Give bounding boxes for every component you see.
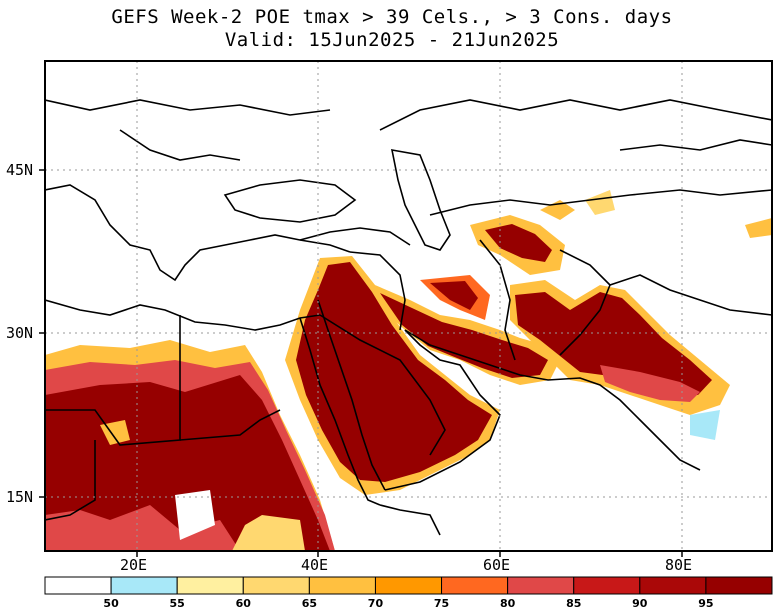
coast-caspian xyxy=(390,149,451,251)
colorbar-swatch xyxy=(639,576,707,595)
shading-pakistan-core xyxy=(515,292,712,395)
coast-red-sea-east xyxy=(317,299,386,491)
lon-label-60e: 60E xyxy=(483,556,511,574)
shading-iran-central-core xyxy=(430,281,478,310)
colorbar-label: 70 xyxy=(368,597,384,610)
map-title-line2: Valid: 15Jun2025 - 21Jun2025 xyxy=(224,29,560,51)
shading-sudan-south xyxy=(232,515,305,551)
colorbar-swatch xyxy=(176,576,244,595)
colorbar-swatch xyxy=(507,576,575,595)
colorbar-label: 55 xyxy=(170,597,185,610)
coast-gulf xyxy=(404,329,701,471)
border-europe-2 xyxy=(119,129,241,161)
border-afgh-pak xyxy=(559,249,611,356)
border-turkey xyxy=(299,227,411,246)
shading-pakistan-mid xyxy=(600,365,700,402)
colorbar-swatch xyxy=(441,576,509,595)
map-title-line1: GEFS Week-2 POE tmax > 39 Cels., > 3 Con… xyxy=(111,6,673,28)
border-europe-1 xyxy=(45,99,331,116)
colorbar-swatch xyxy=(110,576,178,595)
border-iran-afgh xyxy=(479,239,516,361)
border-africa-1 xyxy=(45,315,181,446)
shading-turkmen-core xyxy=(485,224,552,262)
colorbar-label: 90 xyxy=(632,597,648,610)
coast-black-sea xyxy=(223,179,357,223)
lon-label-20e: 20E xyxy=(120,556,148,574)
lon-label-80e: 80E xyxy=(665,556,693,574)
graticule xyxy=(45,61,772,551)
colorbar-label: 65 xyxy=(302,597,317,610)
border-india xyxy=(609,274,772,316)
colorbar-label: 75 xyxy=(434,597,449,610)
colorbar-label: 95 xyxy=(698,597,713,610)
lat-label-30: 30N xyxy=(6,324,34,342)
coast-arabia xyxy=(384,329,501,491)
border-central-asia xyxy=(379,99,772,131)
border-iraq xyxy=(349,251,406,331)
border-mongolia xyxy=(619,139,772,151)
shading-africa-core xyxy=(45,375,330,551)
lon-label-40e: 40E xyxy=(301,556,329,574)
lat-label-45: 45N xyxy=(6,161,34,179)
coast-red-sea xyxy=(299,317,381,506)
colorbar-label: 85 xyxy=(566,597,581,610)
border-kazakh-south xyxy=(429,189,772,216)
coast-north-africa xyxy=(45,299,321,331)
shading-iran-band-core xyxy=(380,293,548,378)
lat-label-15: 15N xyxy=(6,488,34,506)
shading-africa-gap2 xyxy=(175,490,215,540)
coast-horn xyxy=(379,504,441,536)
colorbar-label: 50 xyxy=(103,597,119,610)
border-africa-2 xyxy=(179,409,281,441)
probability-shading xyxy=(45,190,772,551)
colorbar-swatch xyxy=(308,576,376,595)
border-africa-3 xyxy=(45,440,96,521)
shading-china-spot2 xyxy=(585,190,615,215)
coast-europe xyxy=(45,184,351,282)
border-saudi xyxy=(319,314,446,456)
colorbar-swatch xyxy=(374,576,443,595)
colorbar-swatch xyxy=(573,576,641,595)
colorbar-swatch xyxy=(44,576,112,595)
shading-india-light xyxy=(690,410,720,440)
colorbar-swatch xyxy=(705,576,773,595)
map-frame xyxy=(44,60,773,552)
colorbar-label: 80 xyxy=(500,597,516,610)
colorbar-label: 60 xyxy=(236,597,252,610)
colorbar-swatch xyxy=(242,576,310,595)
shading-kazakh-spot xyxy=(540,200,575,220)
shading-china-spot xyxy=(745,218,772,238)
coastlines xyxy=(45,99,772,536)
